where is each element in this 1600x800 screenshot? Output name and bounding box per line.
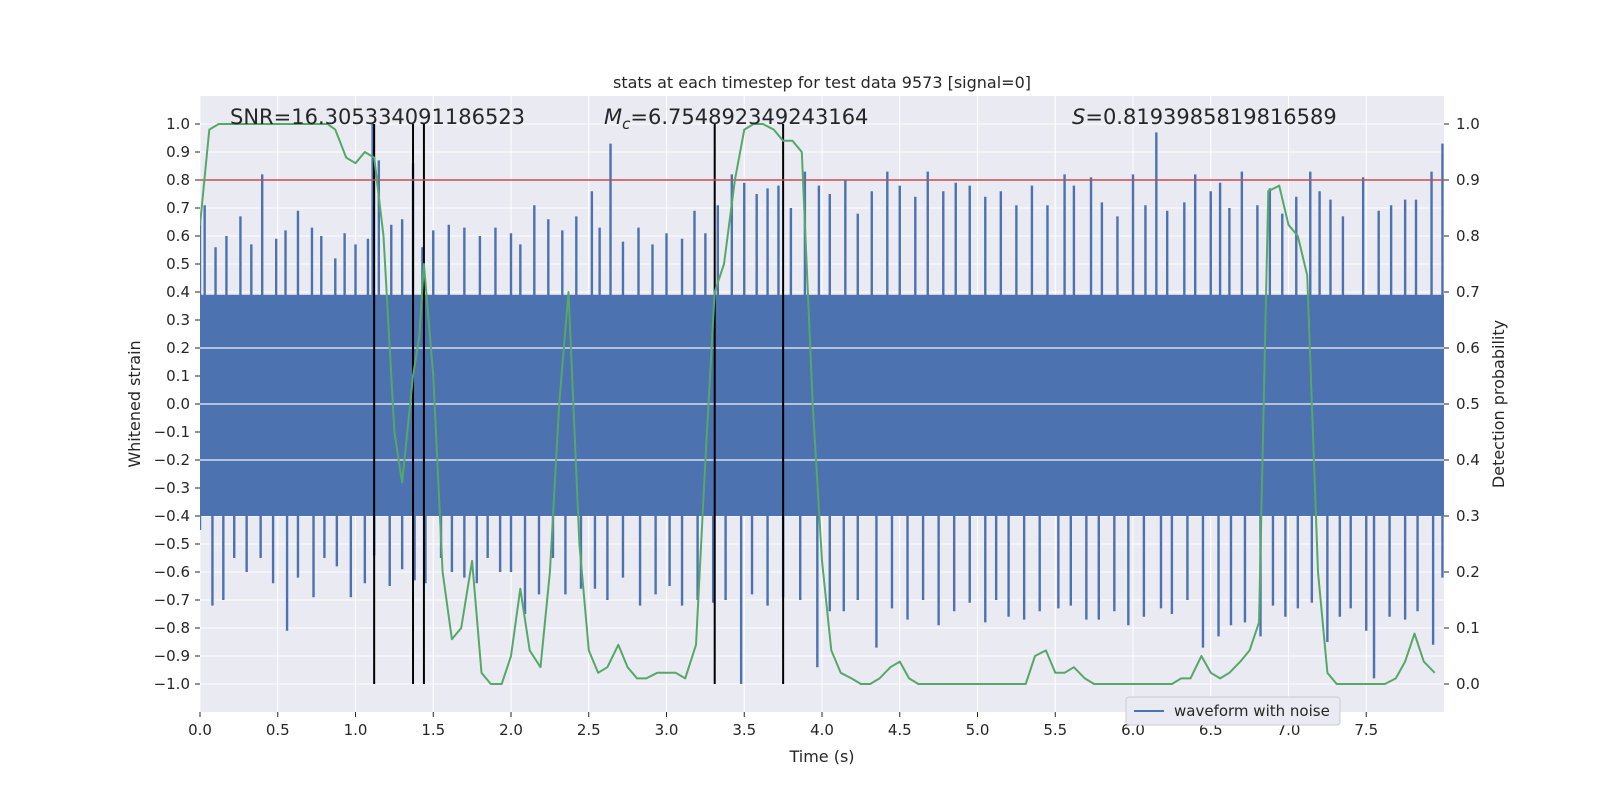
probability-series bbox=[200, 123, 1436, 685]
y-tick-label: 0.0 bbox=[166, 395, 190, 413]
y2-tick-label: 0.4 bbox=[1456, 451, 1480, 469]
y-tick-label: 1.0 bbox=[166, 115, 190, 133]
snr-annotation: SNR=16.305334091186523 bbox=[230, 105, 525, 129]
y-tick-label: −0.5 bbox=[154, 535, 190, 553]
y-tick-label: 0.7 bbox=[166, 199, 190, 217]
y-tick-label: 0.1 bbox=[166, 367, 190, 385]
x-tick-label: 2.5 bbox=[577, 721, 601, 739]
y-tick-label: −0.7 bbox=[154, 591, 190, 609]
vertical-markers bbox=[373, 124, 785, 684]
y-tick-label: 0.5 bbox=[166, 255, 190, 273]
y2-tick-label: 0.7 bbox=[1456, 283, 1480, 301]
y2-tick-label: 0.8 bbox=[1456, 227, 1480, 245]
chirp-mass-symbol: M bbox=[604, 105, 622, 129]
s-value: =0.8193985819816589 bbox=[1085, 105, 1336, 129]
y-tick-label: −0.6 bbox=[154, 563, 190, 581]
y-tick-label: −0.2 bbox=[154, 451, 190, 469]
x-tick-label: 1.5 bbox=[421, 721, 445, 739]
y-tick-label: −0.3 bbox=[154, 479, 190, 497]
right-axis-ticks: 0.0 0.1 0.2 0.3 0.4 0.5 0.6 0.7 0.8 0.9 1.0 bbox=[1444, 115, 1480, 693]
x-tick-label: 3.5 bbox=[732, 721, 756, 739]
x-tick-label: 3.0 bbox=[655, 721, 679, 739]
y-tick-label: −0.9 bbox=[154, 647, 190, 665]
y2-tick-label: 0.3 bbox=[1456, 507, 1480, 525]
waveform-band bbox=[200, 294, 1444, 516]
y-tick-label: −0.8 bbox=[154, 619, 190, 637]
y-tick-label: 0.9 bbox=[166, 143, 190, 161]
y2-tick-label: 1.0 bbox=[1456, 115, 1480, 133]
probability-line bbox=[200, 123, 1436, 685]
x-tick-label: 1.0 bbox=[344, 721, 368, 739]
chart-title: stats at each timestep for test data 957… bbox=[613, 73, 1031, 92]
y2-tick-label: 0.1 bbox=[1456, 619, 1480, 637]
y2-tick-label: 0.6 bbox=[1456, 339, 1480, 357]
x-axis-ticks: 0.0 0.5 1.0 1.5 2.0 2.5 3.0 3.5 4.0 4.5 5.0 5.5 6.0 6… bbox=[188, 712, 1378, 739]
y-tick-label: −0.1 bbox=[154, 423, 190, 441]
s-symbol: S bbox=[1072, 105, 1085, 129]
x-tick-label: 5.5 bbox=[1043, 721, 1067, 739]
x-axis-label: Time (s) bbox=[788, 747, 854, 766]
y2-axis-label: Detection probability bbox=[1489, 320, 1508, 488]
y-tick-label: 0.8 bbox=[166, 171, 190, 189]
y2-tick-label: 0.9 bbox=[1456, 171, 1480, 189]
x-tick-label: 7.5 bbox=[1354, 721, 1378, 739]
legend-label: waveform with noise bbox=[1174, 702, 1330, 720]
y-tick-label: 0.2 bbox=[166, 339, 190, 357]
legend: waveform with noise bbox=[1125, 696, 1341, 726]
x-tick-label: 0.5 bbox=[266, 721, 290, 739]
y-tick-label: −1.0 bbox=[154, 675, 190, 693]
y2-tick-label: 0.2 bbox=[1456, 563, 1480, 581]
x-tick-label: 5.0 bbox=[966, 721, 990, 739]
y-tick-label: −0.4 bbox=[154, 507, 190, 525]
legend-box bbox=[1125, 696, 1341, 726]
x-tick-label: 0.0 bbox=[188, 721, 212, 739]
chirp-mass-subscript: c bbox=[622, 115, 631, 133]
y2-tick-label: 0.5 bbox=[1456, 395, 1480, 413]
y-axis-label: Whitened strain bbox=[125, 340, 144, 467]
left-axis-ticks: −1.0 −0.9 −0.8 −0.7 −0.6 −0.5 −0.4 −0.3 −0.2 −0.1… bbox=[154, 115, 200, 693]
y-tick-label: 0.3 bbox=[166, 311, 190, 329]
x-tick-label: 4.5 bbox=[888, 721, 912, 739]
chirp-mass-value: =6.754892349243164 bbox=[630, 105, 868, 129]
y-tick-label: 0.4 bbox=[166, 283, 190, 301]
x-tick-label: 4.0 bbox=[810, 721, 834, 739]
waveform-series bbox=[200, 124, 1444, 684]
chirp-mass-annotation: Mc=6.754892349243164 bbox=[604, 105, 868, 133]
y-tick-label: 0.6 bbox=[166, 227, 190, 245]
s-annotation: S=0.8193985819816589 bbox=[1072, 105, 1337, 129]
y2-tick-label: 0.0 bbox=[1456, 675, 1480, 693]
x-tick-label: 2.0 bbox=[499, 721, 523, 739]
